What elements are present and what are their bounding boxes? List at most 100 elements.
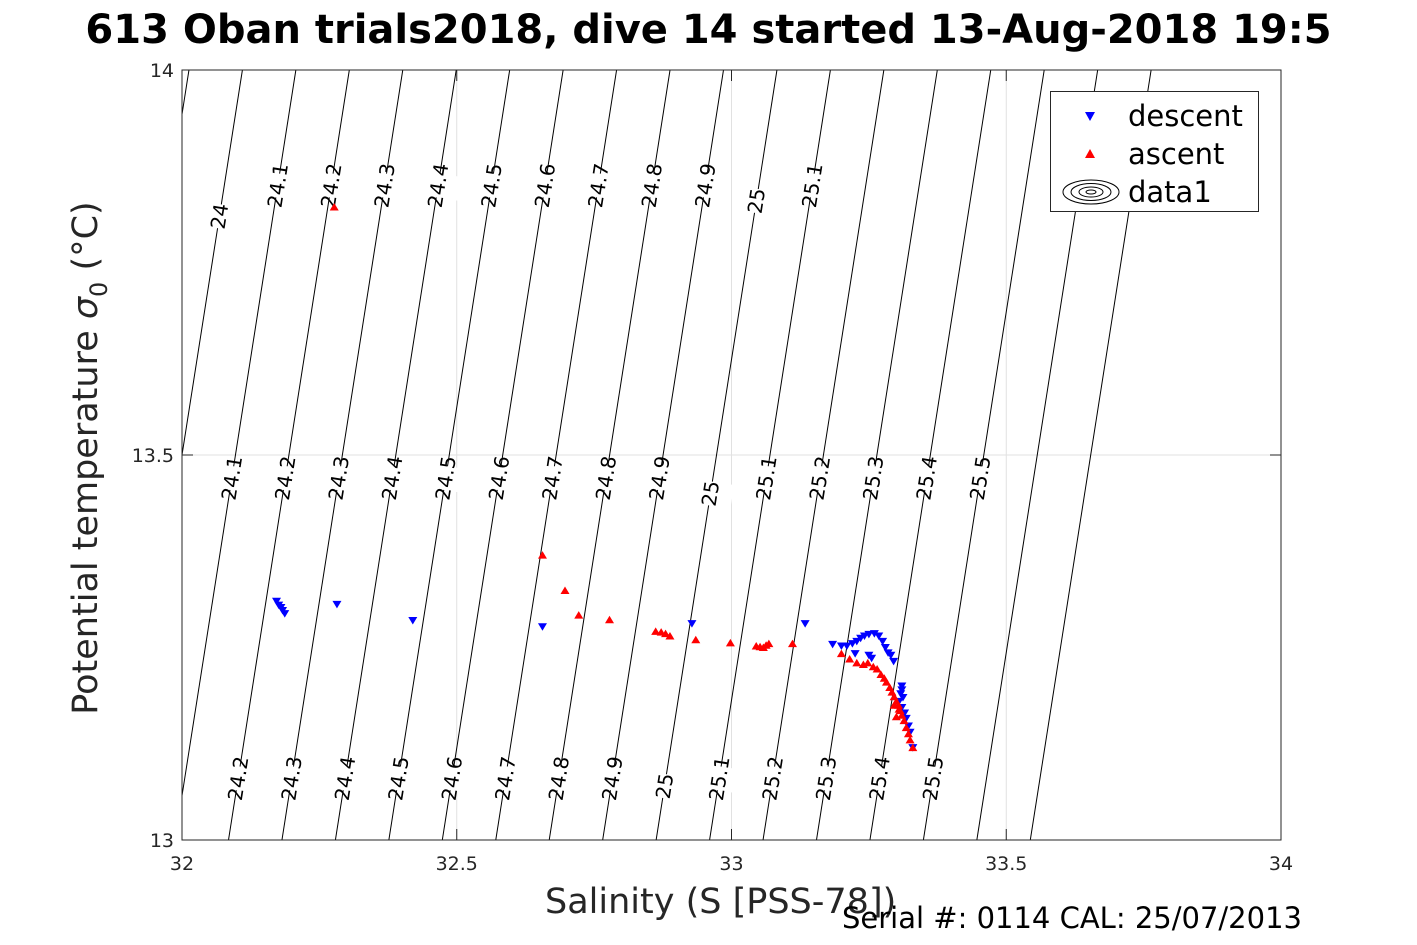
contour-swatch-icon bbox=[1062, 179, 1120, 205]
descent-point bbox=[408, 617, 418, 625]
descent-point bbox=[332, 600, 342, 609]
descent-point bbox=[800, 620, 810, 628]
y-tick-label: 13 bbox=[150, 830, 174, 852]
data-points bbox=[272, 203, 918, 752]
ascent-point bbox=[560, 586, 570, 595]
contour-label-bg bbox=[361, 170, 409, 201]
contour-label-bg bbox=[749, 763, 797, 794]
contour-label-bg bbox=[307, 170, 355, 201]
contour-label-bg bbox=[788, 170, 836, 201]
legend-label-descent: descent bbox=[1128, 99, 1243, 133]
ascent-point bbox=[863, 658, 873, 667]
descent-point bbox=[864, 630, 874, 639]
ascent-point bbox=[891, 712, 901, 721]
ascent-point bbox=[574, 611, 584, 619]
contour-label-bg bbox=[628, 170, 676, 201]
serial-cal-footer: Serial #: 0114 CAL: 25/07/2013 bbox=[842, 901, 1302, 935]
descent-marker-icon bbox=[1085, 112, 1095, 121]
contour-label-bg bbox=[856, 763, 904, 794]
legend: descent ascent data1 bbox=[1050, 91, 1259, 212]
ascent-point bbox=[665, 631, 675, 640]
contour-label-bg bbox=[528, 462, 577, 494]
contour-label-bg bbox=[742, 462, 790, 494]
contour-label-bg bbox=[261, 462, 309, 494]
ascent-point bbox=[725, 638, 735, 647]
isopycnal-line bbox=[441, 70, 564, 840]
isopycnal-line bbox=[602, 70, 724, 840]
contour-label-bg bbox=[422, 462, 470, 494]
x-tick-label: 33 bbox=[719, 853, 743, 875]
y-axis-label-subscript: 0 bbox=[85, 282, 113, 297]
contour-label-bg bbox=[321, 763, 369, 794]
y-tick-label: 13.5 bbox=[132, 445, 174, 467]
ascent-point bbox=[329, 203, 339, 211]
descent-point bbox=[896, 690, 906, 698]
isopycnal-line bbox=[922, 70, 1045, 840]
y-tick-label: 14 bbox=[150, 60, 174, 82]
y-axis-label-sigma: σ bbox=[66, 295, 106, 319]
contour-label: 25 bbox=[697, 479, 725, 508]
x-tick-label: 34 bbox=[1269, 853, 1293, 875]
contour-label-bg bbox=[315, 462, 363, 494]
descent-point bbox=[897, 682, 907, 690]
isopycnal-line bbox=[495, 70, 618, 840]
contour-label-bg bbox=[521, 170, 569, 201]
x-tick-label: 32.5 bbox=[436, 853, 478, 875]
contour-label-bg bbox=[481, 763, 530, 794]
descent-point bbox=[869, 630, 879, 638]
descent-point bbox=[878, 637, 888, 646]
contour-label-bg bbox=[849, 462, 897, 494]
descent-point bbox=[847, 640, 857, 648]
ascent-point bbox=[845, 655, 855, 663]
ascent-point bbox=[661, 629, 671, 638]
descent-point bbox=[897, 686, 907, 694]
contour-label-bg bbox=[903, 462, 951, 494]
x-tick-label: 33.5 bbox=[985, 853, 1027, 875]
contour-label: 25 bbox=[743, 186, 771, 215]
svg-text:Potential temperature σ0 (°C): Potential temperature σ0 (°C) bbox=[66, 201, 113, 714]
contour-label-bg bbox=[254, 170, 302, 201]
contour-label-bg bbox=[368, 462, 416, 494]
isopycnal-line bbox=[281, 70, 404, 840]
ascent-point bbox=[605, 615, 615, 624]
contour-label-bg bbox=[535, 763, 583, 794]
isopycnal-line bbox=[869, 70, 992, 840]
contour-label-bg bbox=[732, 185, 780, 217]
descent-point bbox=[886, 651, 896, 660]
descent-point bbox=[828, 640, 838, 649]
ascent-point bbox=[651, 627, 661, 635]
axis-ticks: 32 32.5 33 33.5 34 13 13.5 14 bbox=[132, 60, 1293, 875]
x-axis-label: Salinity (S [PSS-78]) bbox=[545, 882, 897, 922]
descent-point bbox=[874, 632, 884, 640]
descent-point bbox=[280, 610, 290, 618]
legend-label-ascent: ascent bbox=[1128, 137, 1225, 171]
contour-label-bg bbox=[802, 763, 850, 794]
ascent-point bbox=[908, 743, 918, 752]
descent-point bbox=[898, 694, 908, 702]
isopycnal-line bbox=[182, 70, 243, 459]
contour-label-bg bbox=[574, 170, 623, 201]
contour-label-bg bbox=[208, 462, 256, 494]
contour-label-bg bbox=[956, 462, 1004, 494]
ascent-point bbox=[836, 649, 846, 658]
isopycnal-line bbox=[709, 70, 831, 840]
ascent-point bbox=[889, 701, 899, 709]
contour-label-bg bbox=[582, 462, 630, 494]
contour-label-bg bbox=[796, 462, 844, 494]
isopycnal-line bbox=[334, 70, 457, 840]
contour-label-bg bbox=[214, 763, 262, 794]
ascent-point bbox=[881, 678, 891, 686]
ascent-point bbox=[764, 639, 774, 648]
contour-label-bg bbox=[686, 478, 735, 509]
contour-label-bg bbox=[681, 170, 729, 201]
contour-label: 24 bbox=[206, 202, 234, 231]
contour-label-bg bbox=[414, 170, 462, 201]
contour-label-bg bbox=[640, 770, 689, 802]
isopycnal-line bbox=[182, 70, 297, 799]
descent-point bbox=[889, 657, 899, 666]
descent-point bbox=[850, 650, 860, 658]
ascent-point bbox=[899, 716, 909, 725]
descent-point bbox=[687, 620, 697, 628]
isopycnal-line bbox=[388, 70, 511, 840]
descent-point bbox=[537, 623, 547, 631]
